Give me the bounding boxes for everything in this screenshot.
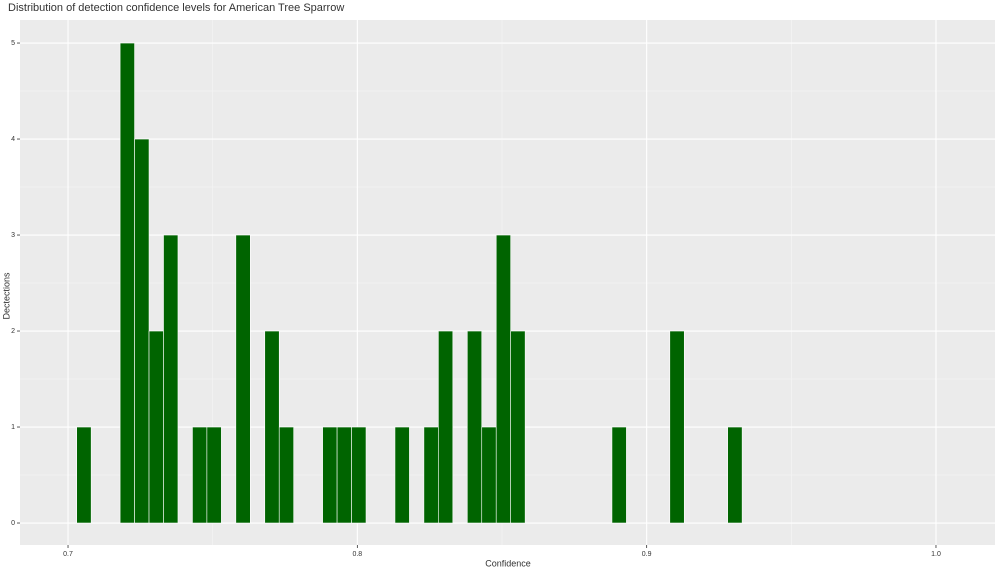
x-axis-label: Confidence [485,558,531,568]
bar [192,426,208,524]
y-tick-label: 1 [11,424,15,431]
bar [336,426,352,524]
bar [119,42,135,524]
bar [394,426,410,524]
bar [264,330,280,524]
bar [423,426,439,524]
bar [163,234,179,524]
bar [76,426,92,524]
y-tick-label: 2 [11,328,15,335]
bar [134,138,150,524]
y-tick-label: 0 [11,520,15,527]
bar [351,426,367,524]
bar [235,234,251,524]
bar [481,426,497,524]
bar [148,330,164,524]
bar [466,330,483,524]
y-axis-label: Dectections [1,272,11,320]
bar [278,426,294,524]
y-tick-label: 4 [11,136,15,143]
x-tick-label: 0.8 [352,551,362,558]
x-tick-label: 1.0 [931,551,941,558]
y-tick-label: 3 [11,232,15,239]
x-tick-label: 0.9 [642,551,652,558]
bar [727,426,743,524]
bar [322,426,338,524]
bar [438,330,454,524]
bar [510,330,526,524]
x-tick-label: 0.7 [63,551,73,558]
bar [669,330,685,524]
bar [611,426,627,524]
chart-title: Distribution of detection confidence lev… [8,2,344,14]
bar [495,234,511,524]
bar [206,426,222,524]
y-tick-label: 5 [11,40,15,47]
